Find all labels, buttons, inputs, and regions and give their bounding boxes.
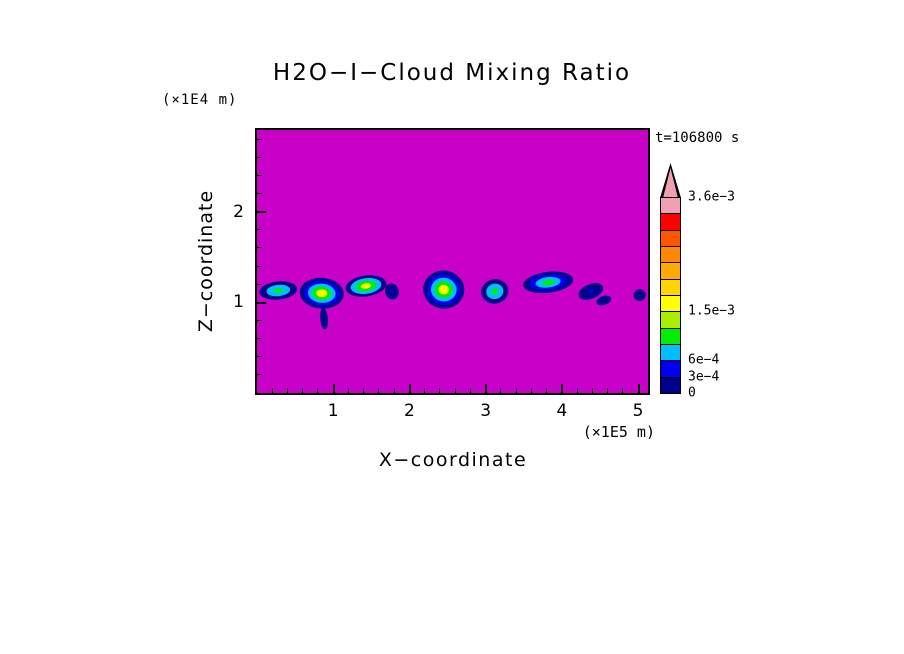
colorbar-label: 6e−4 [688, 352, 720, 368]
cloud-contours [259, 270, 646, 330]
colorbar-segment [660, 327, 681, 345]
cloud-contour-level [360, 283, 372, 289]
x-tick-label: 1 [327, 401, 339, 421]
colorbar-segment [660, 295, 681, 313]
x-tick [363, 388, 365, 393]
colorbar-label: 3.6e−3 [688, 189, 735, 205]
z-tick [257, 319, 262, 321]
cloud-blob [345, 275, 387, 297]
cloud-blob [384, 283, 399, 300]
z-tick [257, 301, 266, 304]
x-tick-label: 3 [480, 401, 492, 421]
x-tick [500, 388, 502, 393]
x-tick [546, 388, 548, 393]
z-tick [257, 338, 262, 340]
page-title: H2O−I−Cloud Mixing Ratio [272, 60, 632, 86]
z-tick [257, 265, 262, 267]
x-tick [530, 388, 532, 393]
plot-area [255, 128, 650, 395]
x-tick [515, 388, 517, 393]
cloud-contour-level [316, 289, 328, 298]
cloud-blob [523, 271, 574, 294]
x-tick [393, 388, 395, 393]
cloud-contour-level [587, 289, 594, 294]
colorbar-arrow-tip-fill [663, 168, 678, 198]
x-tick [439, 388, 441, 393]
cloud-contour-level [596, 295, 612, 306]
cloud-blob [299, 277, 344, 309]
cloud-blob [596, 295, 612, 306]
x-tick [607, 388, 609, 393]
colorbar-segment [660, 311, 681, 329]
x-axis-unit-label: (×1E5 m) [582, 423, 655, 441]
colorbar-segment [660, 262, 681, 280]
cloud-contour-level [320, 307, 328, 330]
cloud-contour-level [633, 289, 646, 301]
colorbar-segment [660, 360, 681, 378]
x-tick [286, 388, 288, 393]
colorbar-segment [660, 229, 681, 247]
z-tick [257, 174, 262, 176]
colorbar-segment [660, 278, 681, 296]
cloud-blob [481, 279, 509, 304]
colorbar-label: 1.5e−3 [688, 303, 735, 319]
x-tick [622, 388, 624, 393]
time-label: t=106800 s [655, 130, 740, 146]
x-tick [302, 388, 304, 393]
x-tick [317, 388, 319, 393]
x-tick [332, 384, 335, 393]
z-tick-label: 2 [233, 201, 244, 222]
cloud-contour-level [273, 288, 284, 293]
z-tick [257, 192, 262, 194]
colorbar-segment [660, 376, 681, 394]
cloud-contour-level [390, 289, 394, 294]
x-tick [424, 388, 426, 393]
x-axis-title: X−coordinate [378, 449, 528, 471]
x-tick [271, 388, 273, 393]
colorbar-segment [660, 246, 681, 264]
x-tick [591, 388, 593, 393]
x-tick [637, 384, 640, 393]
z-tick [257, 283, 262, 285]
colorbar-segment [660, 344, 681, 362]
x-tick [576, 388, 578, 393]
z-tick [257, 211, 266, 214]
colorbar-label: 3e−4 [688, 369, 720, 385]
y-axis-unit-label: (×1E4 m) [162, 92, 238, 108]
cloud-contour-level [491, 288, 499, 295]
colorbar-label: 0 [688, 385, 696, 401]
cloud-blob [633, 289, 646, 301]
cloud-contour-level [438, 284, 449, 295]
cloud-blob [423, 270, 465, 309]
colorbar-segment [660, 213, 681, 231]
cloud-contour-level [541, 279, 555, 286]
colorbar-segment [660, 197, 681, 215]
x-tick-label: 2 [404, 401, 415, 421]
z-tick [257, 247, 262, 249]
z-tick-label: 1 [233, 292, 244, 313]
z-tick [257, 374, 262, 376]
x-tick [378, 388, 380, 393]
z-tick [257, 156, 262, 158]
z-tick [257, 356, 262, 358]
cloud-blob [259, 281, 298, 300]
cloud-blob [578, 283, 604, 300]
x-tick [485, 384, 488, 393]
z-tick [257, 229, 262, 231]
x-tick-label: 5 [632, 401, 644, 421]
x-tick [561, 384, 564, 393]
x-tick [408, 384, 411, 393]
x-tick [469, 388, 471, 393]
x-tick-label: 4 [556, 401, 568, 421]
cloud-blob [320, 307, 328, 330]
x-tick [347, 388, 349, 393]
colorbar-arrow-tip [660, 163, 681, 198]
x-tick [454, 388, 456, 393]
z-tick [257, 138, 262, 140]
